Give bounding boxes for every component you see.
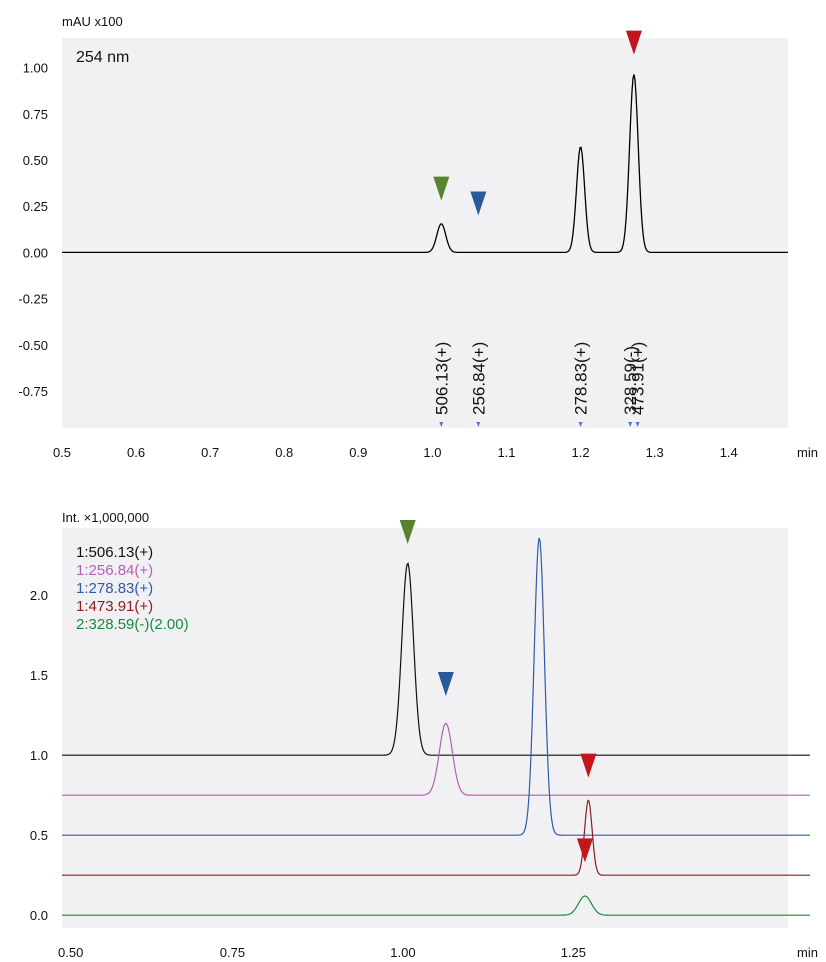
ms-legend-entry: 1:473.91(+) bbox=[76, 598, 153, 615]
ms-peak-markers bbox=[399, 520, 597, 863]
uv-y-tick-labels: 1.00 0.75 0.50 0.25 0.00 -0.25 -0.50 -0.75 bbox=[18, 61, 48, 399]
uv-x-tick-label: 0.8 bbox=[275, 445, 293, 460]
uv-mass-label: 278.83(+) bbox=[572, 342, 591, 415]
ms-legend-entry: 1:506.13(+) bbox=[76, 544, 153, 561]
ms-legend-entry: 2:328.59(-)(2.00) bbox=[76, 616, 189, 633]
ms-trace bbox=[62, 895, 810, 916]
uv-wavelength-annotation: 254 nm bbox=[76, 49, 129, 66]
uv-plot-background bbox=[62, 38, 788, 428]
uv-mass-tick-marker bbox=[578, 422, 583, 427]
ms-peak-marker bbox=[437, 672, 454, 696]
uv-mass-label: 328.59(-) bbox=[621, 346, 640, 415]
uv-peak-markers bbox=[433, 30, 642, 216]
uv-chromatogram-panel: mAU x100 254 nm min 1.00 0.75 0.50 0.25 0.00… bbox=[18, 14, 818, 460]
uv-x-tick-label: 0.6 bbox=[127, 445, 145, 460]
uv-y-tick-label: 0.00 bbox=[23, 245, 48, 260]
ms-trace bbox=[62, 537, 810, 836]
ms-x-tick-label: 0.75 bbox=[220, 945, 245, 960]
uv-x-tick-labels: 0.5 0.6 0.7 0.8 0.9 1.0 1.1 1.2 1.3 1.4 bbox=[53, 445, 738, 460]
uv-x-tick-label: 1.0 bbox=[423, 445, 441, 460]
ms-peak-marker bbox=[580, 753, 597, 778]
ms-legend-entry: 1:256.84(+) bbox=[76, 562, 153, 579]
uv-x-axis-label: min bbox=[797, 445, 818, 460]
uv-x-tick-label: 1.1 bbox=[497, 445, 515, 460]
uv-x-tick-label: 1.2 bbox=[572, 445, 590, 460]
uv-mass-tick-marker bbox=[476, 422, 481, 427]
uv-y-tick-label: 0.75 bbox=[23, 107, 48, 122]
ms-peak-marker bbox=[399, 520, 416, 544]
uv-y-tick-label: 1.00 bbox=[23, 61, 48, 76]
ms-plot-background bbox=[62, 528, 788, 928]
uv-peak-marker bbox=[433, 176, 450, 201]
uv-x-tick-label: 0.5 bbox=[53, 445, 71, 460]
uv-trace-group bbox=[62, 74, 788, 254]
uv-x-tick-label: 0.9 bbox=[349, 445, 367, 460]
uv-mass-tick-marker bbox=[635, 422, 640, 427]
ms-y-tick-label: 1.0 bbox=[30, 748, 48, 763]
uv-y-tick-label: 0.50 bbox=[23, 153, 48, 168]
ms-chromatogram-panel: Int. ×1,000,000 min 2.0 1.5 1.0 0.5 0.0 0.50… bbox=[30, 510, 818, 960]
uv-mass-label: 473.91(+) bbox=[629, 342, 648, 415]
ms-y-tick-labels: 2.0 1.5 1.0 0.5 0.0 bbox=[30, 588, 48, 923]
ms-trace bbox=[62, 799, 810, 876]
ms-x-tick-labels: 0.50 0.75 1.00 1.25 bbox=[58, 945, 586, 960]
ms-legend: 1:506.13(+)1:256.84(+)1:278.83(+)1:473.9… bbox=[76, 544, 189, 633]
ms-y-tick-label: 1.5 bbox=[30, 668, 48, 683]
uv-x-tick-label: 1.4 bbox=[720, 445, 738, 460]
uv-mass-labels: 506.13(+) 256.84(+) 278.83(+) 328.59(-)473.… bbox=[432, 342, 647, 415]
uv-x-tick-label: 0.7 bbox=[201, 445, 219, 460]
ms-y-tick-label: 0.0 bbox=[30, 908, 48, 923]
uv-mass-tick-markers bbox=[439, 422, 640, 427]
uv-y-tick-label: -0.50 bbox=[18, 338, 48, 353]
uv-mass-label: 256.84(+) bbox=[469, 342, 488, 415]
uv-mass-tick-marker bbox=[439, 422, 444, 427]
uv-peak-marker bbox=[625, 30, 642, 55]
ms-legend-entry: 1:278.83(+) bbox=[76, 580, 153, 597]
uv-y-tick-label: -0.25 bbox=[18, 292, 48, 307]
ms-trace bbox=[62, 722, 810, 796]
uv-trace bbox=[62, 74, 788, 254]
ms-peak-marker bbox=[576, 838, 593, 863]
ms-y-tick-label: 0.5 bbox=[30, 828, 48, 843]
uv-y-axis-label: mAU x100 bbox=[62, 14, 123, 29]
uv-peak-marker bbox=[470, 191, 487, 216]
ms-x-tick-label: 1.25 bbox=[561, 945, 586, 960]
uv-x-tick-label: 1.3 bbox=[646, 445, 664, 460]
uv-y-tick-label: 0.25 bbox=[23, 199, 48, 214]
ms-x-tick-label: 0.50 bbox=[58, 945, 83, 960]
uv-mass-label: 506.13(+) bbox=[432, 342, 451, 415]
ms-trace bbox=[62, 562, 810, 756]
ms-x-axis-label: min bbox=[797, 945, 818, 960]
uv-mass-tick-marker bbox=[628, 422, 633, 427]
ms-traces-group bbox=[62, 537, 810, 916]
uv-y-tick-label: -0.75 bbox=[18, 384, 48, 399]
ms-y-axis-label: Int. ×1,000,000 bbox=[62, 510, 149, 525]
ms-x-tick-label: 1.00 bbox=[390, 945, 415, 960]
ms-y-tick-label: 2.0 bbox=[30, 588, 48, 603]
